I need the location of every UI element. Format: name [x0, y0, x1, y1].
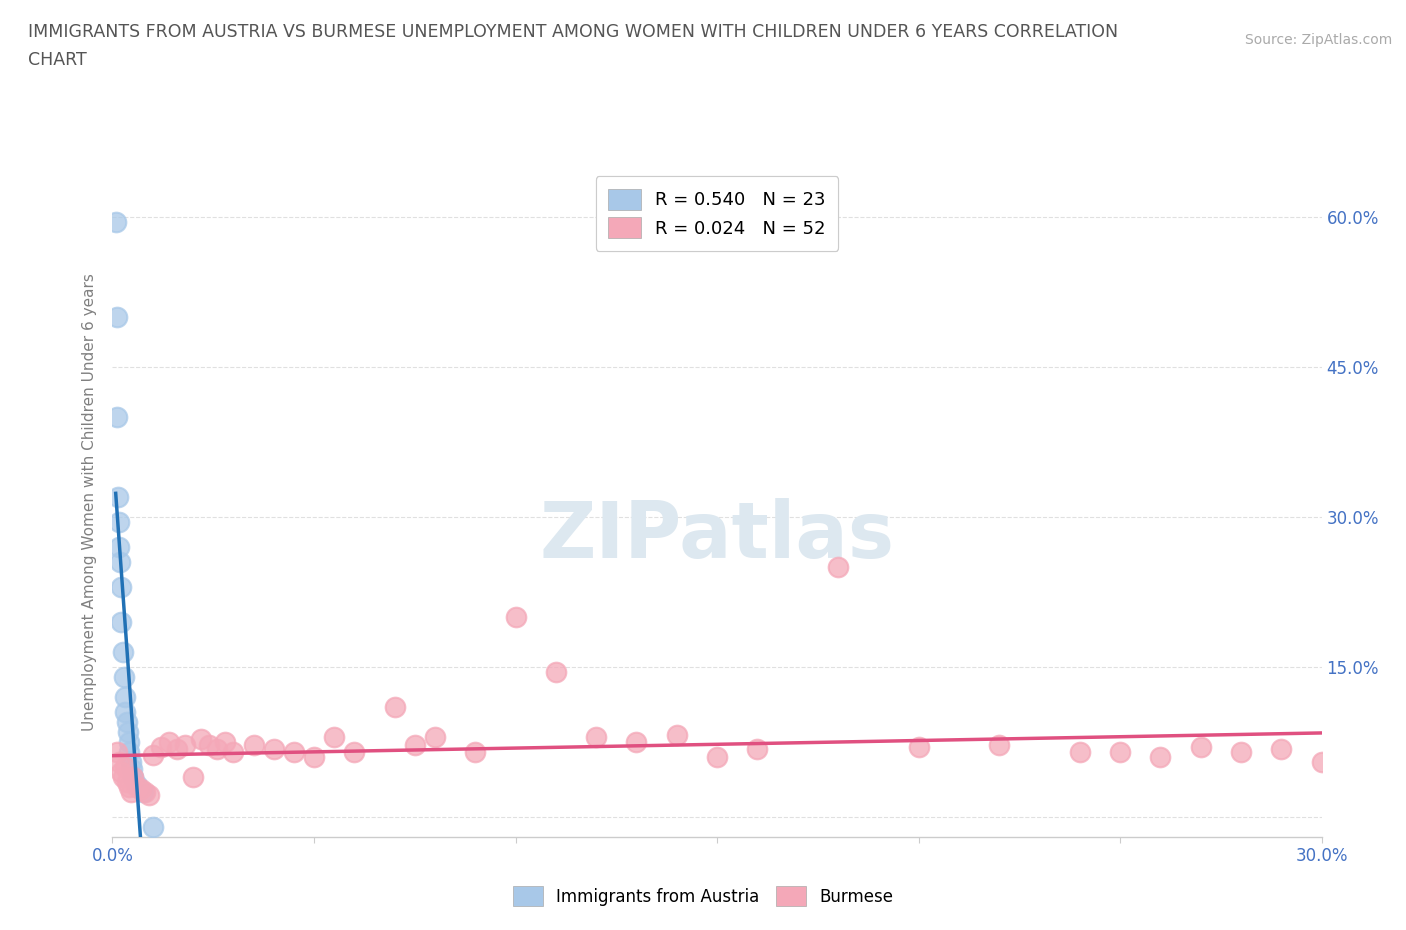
Point: [105, 745, 128, 760]
Point: [827, 560, 849, 575]
Text: ZIPatlas: ZIPatlas: [540, 498, 894, 574]
Point: [129, 781, 152, 796]
Point: [665, 727, 688, 742]
Legend: Immigrants from Austria, Burmese: Immigrants from Austria, Burmese: [506, 880, 900, 912]
Point: [1189, 739, 1212, 754]
Point: [214, 735, 236, 750]
Point: [181, 770, 204, 785]
Point: [1149, 750, 1171, 764]
Point: [198, 737, 221, 752]
Point: [263, 741, 285, 756]
Point: [302, 750, 325, 764]
Legend: R = 0.540   N = 23, R = 0.024   N = 52: R = 0.540 N = 23, R = 0.024 N = 52: [596, 177, 838, 251]
Point: [1310, 754, 1333, 769]
Point: [117, 724, 139, 739]
Point: [107, 754, 129, 769]
Point: [125, 777, 148, 792]
Point: [105, 410, 128, 425]
Point: [117, 735, 139, 750]
Point: [157, 735, 180, 750]
Point: [585, 730, 607, 745]
Point: [384, 699, 406, 714]
Point: [1069, 745, 1091, 760]
Point: [1109, 745, 1132, 760]
Y-axis label: Unemployment Among Women with Children Under 6 years: Unemployment Among Women with Children U…: [82, 273, 97, 731]
Point: [544, 665, 567, 680]
Point: [110, 764, 132, 779]
Point: [134, 785, 156, 800]
Point: [142, 819, 165, 834]
Point: [1270, 741, 1292, 756]
Point: [323, 730, 346, 745]
Point: [207, 741, 229, 756]
Point: [107, 514, 129, 529]
Point: [464, 745, 486, 760]
Point: [138, 788, 160, 803]
Point: [1351, 791, 1374, 806]
Point: [626, 735, 648, 750]
Point: [107, 490, 129, 505]
Point: [111, 770, 134, 785]
Point: [118, 745, 141, 760]
Point: [222, 745, 245, 760]
Text: Source: ZipAtlas.com: Source: ZipAtlas.com: [1244, 33, 1392, 46]
Point: [132, 785, 155, 800]
Point: [505, 610, 527, 625]
Point: [142, 748, 165, 763]
Point: [115, 775, 138, 790]
Point: [112, 670, 135, 684]
Point: [114, 760, 136, 775]
Point: [1230, 745, 1253, 760]
Point: [121, 770, 143, 785]
Text: IMMIGRANTS FROM AUSTRIA VS BURMESE UNEMPLOYMENT AMONG WOMEN WITH CHILDREN UNDER : IMMIGRANTS FROM AUSTRIA VS BURMESE UNEMP…: [28, 23, 1118, 41]
Point: [114, 705, 136, 720]
Point: [190, 732, 212, 747]
Point: [149, 739, 172, 754]
Point: [111, 644, 134, 659]
Point: [121, 770, 143, 785]
Point: [125, 779, 148, 794]
Point: [121, 762, 143, 777]
Point: [423, 730, 446, 745]
Point: [343, 745, 366, 760]
Point: [120, 785, 142, 800]
Point: [174, 737, 197, 752]
Point: [110, 615, 132, 630]
Point: [105, 310, 128, 325]
Point: [706, 750, 728, 764]
Point: [108, 554, 131, 569]
Point: [242, 737, 264, 752]
Point: [747, 741, 769, 756]
Point: [404, 737, 426, 752]
Point: [907, 739, 929, 754]
Point: [114, 690, 136, 705]
Text: CHART: CHART: [28, 51, 87, 69]
Point: [104, 215, 127, 230]
Point: [166, 741, 188, 756]
Point: [120, 754, 142, 769]
Point: [117, 779, 139, 794]
Point: [108, 539, 131, 554]
Point: [115, 714, 138, 729]
Point: [110, 579, 132, 594]
Point: [283, 745, 305, 760]
Point: [988, 737, 1011, 752]
